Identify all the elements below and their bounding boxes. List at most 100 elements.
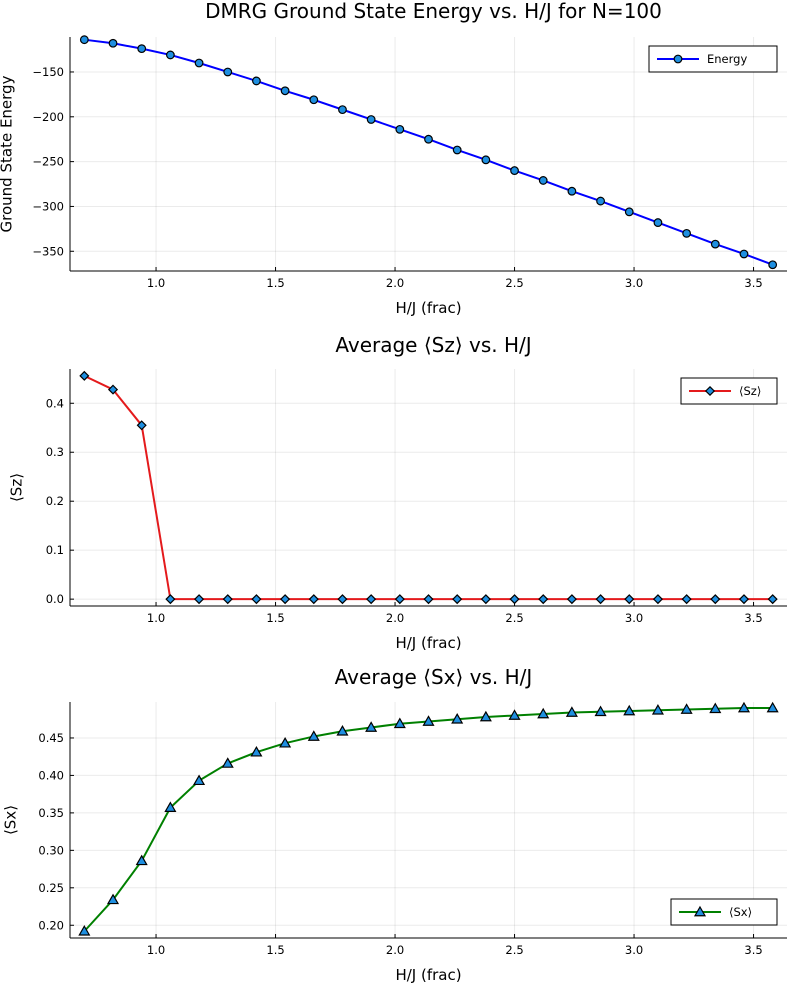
data-point-marker (452, 594, 463, 605)
data-point-marker (423, 594, 434, 605)
legend: ⟨Sx⟩ (670, 898, 778, 926)
data-point-marker (164, 801, 177, 812)
data-point-marker (481, 155, 491, 165)
x-tick-label: 3.0 (625, 943, 643, 957)
data-point-marker (422, 715, 435, 726)
data-point-marker (710, 239, 720, 249)
x-tick-label: 2.0 (386, 276, 404, 290)
data-point-marker (768, 260, 778, 270)
series-line (84, 38, 774, 266)
data-point-marker (739, 249, 749, 259)
data-point-marker (193, 774, 206, 786)
y-tick-label: −150 (32, 65, 64, 79)
data-point-marker (738, 594, 750, 605)
data-point-marker (623, 704, 636, 716)
data-point-marker (451, 713, 464, 724)
legend-marker (693, 905, 707, 917)
data-point-marker (710, 594, 721, 605)
data-point-marker (452, 145, 462, 155)
legend-marker (673, 54, 683, 64)
data-point-marker (394, 594, 405, 605)
x-tick-label: 2.5 (505, 611, 523, 625)
data-point-marker (567, 186, 577, 196)
sx-chart: 1.0 1.5 2.0 2.5 3.0 3.5 0.20 0.25 0.30 0.35 0.40 0.… (2, 665, 787, 984)
x-tick-label: 2.0 (386, 611, 404, 625)
data-point-marker (479, 710, 492, 722)
energy-chart: 1.0 1.5 2.0 2.5 3.0 3.5 −150 −200 −250 −300 −350 DM… (0, 0, 787, 317)
y-tick-label: 0.45 (38, 731, 64, 745)
data-point-marker (251, 594, 262, 605)
y-axis-label: ⟨Sz⟩ (8, 473, 26, 502)
data-point-marker (624, 207, 634, 217)
y-tick-label: 0.25 (38, 881, 64, 895)
data-point-marker (681, 594, 692, 605)
y-axis-label: ⟨Sx⟩ (2, 805, 20, 835)
x-tick-label: 3.0 (625, 276, 643, 290)
legend-label: ⟨Sz⟩ (739, 384, 761, 398)
data-point-marker (767, 594, 778, 605)
data-point-marker (280, 86, 290, 96)
data-point-marker (510, 166, 519, 175)
data-point-marker (280, 594, 291, 605)
data-point-marker (366, 115, 376, 124)
data-point-marker (508, 709, 521, 720)
sz-chart: 1.0 1.5 2.0 2.5 3.0 3.5 0.0 0.1 0.2 0.3 0.4 Average… (8, 333, 787, 652)
data-point-marker (194, 594, 205, 605)
data-point-marker (136, 420, 147, 431)
x-tick-label: 3.5 (744, 611, 762, 625)
x-tick-label: 2.5 (505, 943, 523, 957)
x-tick-label: 1.0 (147, 943, 165, 957)
data-point-marker (596, 196, 605, 206)
x-tick-label: 2.0 (386, 943, 404, 957)
data-point-marker (737, 701, 751, 713)
y-axis-label: Ground State Energy (0, 75, 16, 232)
y-tick-label: −200 (32, 110, 64, 124)
data-point-marker (509, 594, 520, 605)
data-point-marker (594, 705, 607, 717)
data-point-marker (680, 703, 693, 714)
data-point-marker (366, 594, 377, 605)
series-line (83, 374, 773, 601)
legend-marker (704, 385, 716, 397)
data-point-marker (279, 736, 292, 748)
x-axis-label: H/J (frac) (395, 966, 461, 984)
data-point-marker (766, 701, 779, 713)
data-point-marker (108, 38, 118, 48)
data-point-marker (652, 594, 663, 605)
data-point-marker (338, 105, 347, 115)
data-point-marker (165, 50, 175, 60)
chart-title: Average ⟨Sx⟩ vs. H/J (335, 665, 533, 689)
y-tick-label: −350 (32, 244, 64, 258)
data-point-marker (337, 594, 348, 605)
data-point-marker (308, 594, 319, 605)
data-point-marker (107, 384, 119, 395)
legend: ⟨Sz⟩ (680, 377, 778, 405)
data-point-marker (106, 893, 120, 905)
x-tick-label: 3.0 (625, 611, 643, 625)
data-point-marker (307, 730, 320, 741)
legend: Energy (648, 45, 778, 73)
x-tick-label: 1.0 (147, 611, 165, 625)
x-axis-label: H/J (frac) (395, 634, 461, 652)
chart-title: DMRG Ground State Energy vs. H/J for N=1… (205, 0, 662, 23)
data-point-marker (393, 717, 406, 729)
x-tick-label: 3.5 (744, 276, 762, 290)
data-point-marker (309, 95, 319, 105)
data-point-marker (79, 370, 90, 381)
data-point-marker (250, 745, 263, 757)
y-tick-label: 0.1 (46, 543, 64, 557)
y-tick-label: 0.30 (38, 843, 64, 857)
y-tick-label: −250 (32, 155, 64, 169)
x-tick-label: 2.5 (505, 276, 523, 290)
data-point-marker (395, 124, 405, 134)
data-point-marker (682, 228, 692, 238)
y-tick-label: −300 (32, 199, 64, 213)
y-tick-label: 0.3 (46, 445, 64, 459)
data-point-marker (223, 67, 233, 77)
data-point-marker (135, 854, 148, 866)
y-tick-label: 0.0 (46, 592, 64, 606)
data-point-marker (624, 594, 635, 605)
y-tick-label: 0.4 (46, 396, 64, 410)
chart-title: Average ⟨Sz⟩ vs. H/J (335, 333, 531, 357)
